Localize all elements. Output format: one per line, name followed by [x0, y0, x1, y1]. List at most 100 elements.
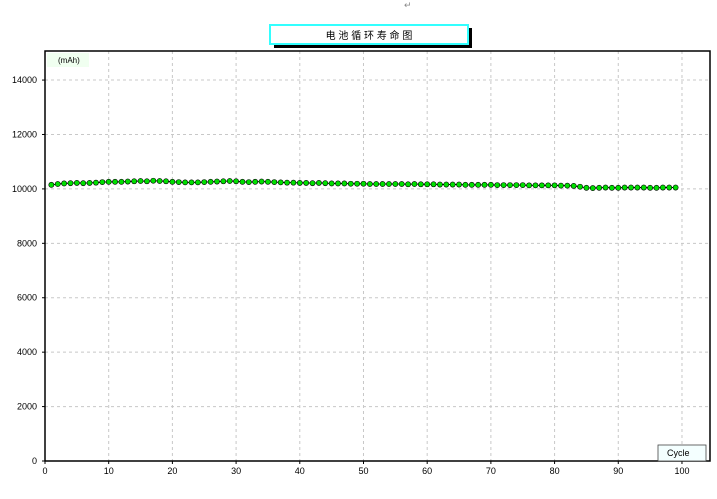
y-tick-label: 4000 — [17, 347, 37, 357]
data-point — [347, 180, 354, 187]
data-point — [545, 182, 552, 189]
data-point — [309, 180, 316, 187]
data-point — [277, 179, 284, 186]
data-point — [188, 179, 195, 186]
data-point — [214, 178, 220, 185]
data-point — [519, 182, 526, 188]
data-point — [647, 184, 654, 191]
data-point — [430, 181, 437, 188]
data-point — [577, 183, 583, 190]
plot-frame — [44, 50, 711, 462]
data-point — [640, 184, 647, 191]
data-point — [328, 180, 335, 187]
series-capacity — [48, 177, 679, 191]
x-tick-label: 40 — [295, 466, 305, 476]
y-tick-label: 2000 — [17, 402, 37, 412]
data-point — [284, 179, 290, 186]
data-point — [201, 179, 208, 185]
data-point — [583, 184, 590, 191]
data-point — [112, 178, 118, 185]
chart-title: 电 池 循 环 寿 命 图 — [269, 24, 472, 48]
x-axis-label: Cycle — [667, 448, 690, 458]
x-tick-label: 100 — [674, 466, 689, 476]
data-point — [437, 181, 443, 188]
data-point — [615, 184, 622, 191]
data-point — [124, 178, 131, 185]
data-point — [194, 179, 201, 186]
y-tick-label: 0 — [32, 456, 37, 466]
x-tick-label: 60 — [422, 466, 432, 476]
data-point — [666, 184, 673, 191]
data-point — [163, 178, 169, 185]
data-point — [150, 177, 157, 184]
data-point — [169, 178, 176, 185]
data-point — [500, 182, 507, 188]
data-point — [73, 180, 80, 186]
data-point — [156, 178, 163, 184]
y-axis-label: (mAh) — [58, 56, 80, 65]
data-point — [366, 181, 373, 187]
data-point — [672, 184, 679, 191]
ticks: 0 10 20 30 40 50 60 70 80 90 100 0 2000 4000 6000 8000 1… — [12, 75, 690, 476]
data-point — [411, 181, 418, 187]
data-point — [526, 182, 532, 189]
grid — [45, 51, 710, 461]
data-point — [468, 181, 475, 188]
data-point — [296, 180, 303, 186]
data-point — [315, 180, 322, 186]
data-point — [653, 184, 660, 191]
data-point — [551, 182, 558, 189]
data-point — [494, 182, 501, 188]
x-tick-label: 30 — [231, 466, 241, 476]
data-point — [182, 179, 189, 186]
x-tick-label: 80 — [550, 466, 560, 476]
data-point — [99, 179, 106, 185]
data-point — [220, 178, 227, 185]
data-point — [513, 182, 520, 188]
data-point — [602, 184, 609, 191]
data-point — [48, 181, 55, 188]
data-point — [538, 182, 545, 189]
data-point — [373, 181, 380, 187]
x-tick-label: 10 — [104, 466, 114, 476]
data-point — [226, 178, 233, 184]
data-point — [449, 181, 456, 188]
y-tick-label: 10000 — [12, 184, 37, 194]
data-point — [392, 181, 399, 187]
x-tick-label: 90 — [613, 466, 623, 476]
data-point — [596, 184, 603, 191]
x-tick-label: 50 — [358, 466, 368, 476]
data-point — [424, 181, 431, 188]
data-point — [105, 178, 112, 185]
data-point — [258, 178, 265, 185]
chart-title-text: 电 池 循 环 寿 命 图 — [326, 29, 413, 42]
data-point — [360, 180, 367, 187]
data-point — [386, 181, 392, 187]
data-point — [265, 178, 271, 185]
data-point — [634, 184, 641, 191]
data-point — [354, 180, 361, 187]
data-point — [252, 178, 259, 185]
data-point — [239, 178, 246, 185]
data-point — [67, 180, 74, 187]
data-point — [621, 184, 628, 191]
data-point — [175, 179, 182, 185]
data-point — [417, 181, 424, 188]
data-point — [80, 180, 87, 187]
x-tick-label: 70 — [486, 466, 496, 476]
top-mark: ↵ — [404, 0, 412, 10]
data-point — [462, 181, 469, 188]
y-tick-label: 12000 — [12, 129, 37, 139]
data-point — [271, 179, 278, 185]
data-point — [487, 181, 494, 188]
data-point — [558, 182, 564, 189]
data-point — [303, 180, 310, 186]
data-point — [322, 180, 329, 187]
data-point — [564, 182, 571, 189]
data-point — [341, 180, 348, 187]
data-point — [507, 182, 513, 188]
data-point — [233, 178, 239, 185]
data-point — [379, 181, 386, 187]
data-point — [144, 178, 150, 185]
